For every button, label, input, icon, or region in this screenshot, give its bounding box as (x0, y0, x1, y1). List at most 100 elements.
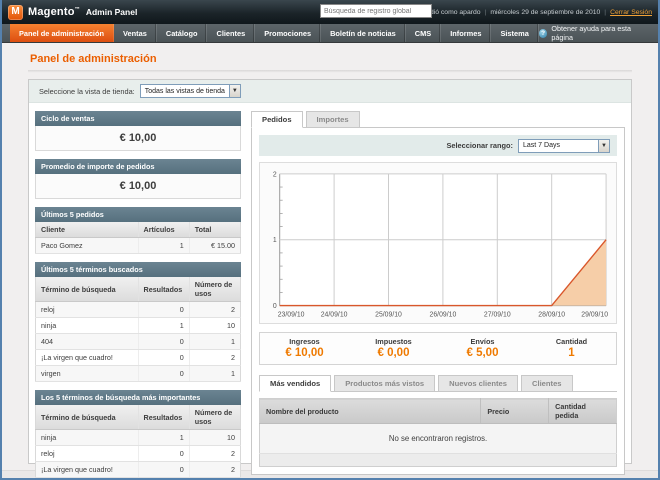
cell: Paco Gomez (36, 238, 139, 254)
trademark-symbol: ™ (75, 6, 80, 12)
help-link-label: Obtener ayuda para esta página (551, 24, 650, 42)
range-label: Seleccionar rango: (446, 141, 513, 150)
svg-text:24/09/10: 24/09/10 (321, 311, 348, 318)
box-last-5-search-terms: Últimos 5 términos buscadosTérmino de bú… (35, 262, 241, 382)
orders-area-chart: 0 1 2 23/09/10 24/09/10 25/09/10 26/09/10 27/09… (262, 166, 612, 323)
totals-bar: Ingresos€ 10,00Impuestos€ 0,00Envíos€ 5,… (259, 332, 617, 365)
total-label-envios: Envíos (438, 337, 527, 346)
svg-text:27/09/10: 27/09/10 (484, 311, 511, 318)
magento-m-icon: M (8, 5, 23, 20)
dashboard-container: Seleccione la vista de tienda: Todas las… (28, 79, 632, 464)
table-row[interactable]: Paco Gomez1€ 15.00 (36, 238, 241, 254)
total-label-impuestos: Impuestos (349, 337, 438, 346)
logout-link[interactable]: Cerrar Sesión (610, 9, 652, 16)
magento-logo[interactable]: M Magento™ Admin Panel (8, 5, 137, 20)
cell: 2 (189, 302, 240, 318)
page-title: Panel de administración (30, 53, 660, 65)
grid-tab-productos-mas-vistos[interactable]: Productos más vistos (334, 375, 435, 392)
column-header-resultados: Resultados (138, 277, 189, 302)
nav-item-informes[interactable]: Informes (441, 24, 491, 42)
nav-item-boletin-de-noticias[interactable]: Boletín de noticias (321, 24, 406, 42)
store-switcher-label: Seleccione la vista de tienda: (39, 87, 135, 96)
column-header-numero-de-usos: Número de usos (189, 277, 240, 302)
cell: 10 (189, 430, 240, 446)
table-row[interactable]: ¡La virgen que cuadro!02 (36, 350, 241, 366)
cell: ninja (36, 318, 139, 334)
column-header-articulos: Artículos (138, 222, 189, 238)
column-header-termino-de-busqueda: Término de búsqueda (36, 277, 139, 302)
grid-tab-clientes[interactable]: Clientes (521, 375, 573, 392)
cell: 2 (189, 446, 240, 462)
total-envios: Envíos€ 5,00 (438, 337, 527, 359)
cell: 1 (189, 334, 240, 350)
nav-item-clientes[interactable]: Clientes (207, 24, 255, 42)
total-value-cantidad: 1 (527, 347, 616, 359)
box-lifetime-sales: Ciclo de ventas€ 10,00 (35, 111, 241, 151)
table-row[interactable]: ninja110 (36, 318, 241, 334)
table-row[interactable]: virgen01 (36, 366, 241, 382)
total-value-impuestos: € 0,00 (349, 347, 438, 359)
page-help-link[interactable]: ? Obtener ayuda para esta página (539, 24, 660, 42)
chevron-down-icon: ▼ (598, 140, 609, 152)
svg-text:1: 1 (273, 237, 277, 244)
grid-tab-nuevos-clientes[interactable]: Nuevos clientes (438, 375, 518, 392)
title-divider (28, 70, 632, 73)
cell: 1 (189, 366, 240, 382)
nav-item-panel-de-administracion[interactable]: Panel de administración (10, 24, 114, 42)
cell: 0 (138, 334, 189, 350)
nav-item-cms[interactable]: CMS (406, 24, 441, 42)
grid-column-cantidad-pedida: Cantidad pedida (549, 399, 617, 424)
lifetime-sales-value: € 10,00 (35, 126, 241, 151)
cell: 0 (138, 302, 189, 318)
last-5-orders-table: ClienteArtículosTotalPaco Gomez1€ 15.00 (35, 222, 241, 254)
dashboard-left-column: Ciclo de ventas€ 10,00Promedio de import… (35, 111, 241, 480)
empty-records-message: No se encontraron registros. (260, 424, 617, 454)
box-title-lifetime-sales: Ciclo de ventas (35, 111, 241, 126)
table-row[interactable]: reloj02 (36, 302, 241, 318)
logo-product-name: Magento™ (28, 6, 80, 18)
store-switcher-bar: Seleccione la vista de tienda: Todas las… (29, 80, 631, 103)
total-ingresos: Ingresos€ 10,00 (260, 337, 349, 359)
svg-text:25/09/10: 25/09/10 (375, 311, 402, 318)
table-row[interactable]: ninja110 (36, 430, 241, 446)
table-row[interactable]: ¡La virgen que cuadro!02 (36, 462, 241, 478)
cell: 404 (36, 334, 139, 350)
tab-importes[interactable]: Importes (306, 111, 360, 128)
cell: ninja (36, 430, 139, 446)
total-label-cantidad: Cantidad (527, 337, 616, 346)
column-header-cliente: Cliente (36, 222, 139, 238)
table-row[interactable]: 40401 (36, 334, 241, 350)
nav-item-sistema[interactable]: Sistema (491, 24, 538, 42)
nav-item-promociones[interactable]: Promociones (255, 24, 321, 42)
box-last-5-orders: Últimos 5 pedidosClienteArtículosTotalPa… (35, 207, 241, 254)
total-impuestos: Impuestos€ 0,00 (349, 337, 438, 359)
box-title-last-5-orders: Últimos 5 pedidos (35, 207, 241, 222)
table-row[interactable]: reloj02 (36, 446, 241, 462)
orders-chart: 0 1 2 23/09/10 24/09/10 25/09/10 26/09/10 27/09… (259, 162, 617, 324)
box-title-top-5-search-terms: Los 5 términos de búsqueda más important… (35, 390, 241, 405)
cell: 2 (189, 350, 240, 366)
grid-column-nombre-del-producto: Nombre del producto (260, 399, 481, 424)
top-5-search-terms-table: Término de búsquedaResultadosNúmero de u… (35, 405, 241, 480)
svg-text:29/09/10: 29/09/10 (581, 311, 608, 318)
store-view-select[interactable]: Todas las vistas de tienda ▼ (140, 84, 241, 98)
grid-tab-mas-vendidos[interactable]: Más vendidos (259, 375, 331, 392)
cell: 0 (138, 350, 189, 366)
column-header-total: Total (189, 222, 240, 238)
svg-text:26/09/10: 26/09/10 (430, 311, 457, 318)
tab-pedidos[interactable]: Pedidos (251, 111, 303, 128)
box-top-5-search-terms: Los 5 términos de búsqueda más important… (35, 390, 241, 480)
logo-admin-panel-label: Admin Panel (86, 7, 137, 17)
cell: reloj (36, 446, 139, 462)
cell: 0 (138, 366, 189, 382)
svg-text:23/09/10: 23/09/10 (278, 311, 305, 318)
svg-text:2: 2 (273, 171, 277, 178)
cell: 1 (138, 238, 189, 254)
total-value-envios: € 5,00 (438, 347, 527, 359)
range-select[interactable]: Last 7 Days ▼ (518, 139, 610, 153)
svg-text:0: 0 (273, 303, 277, 310)
nav-item-ventas[interactable]: Ventas (114, 24, 157, 42)
svg-text:28/09/10: 28/09/10 (538, 311, 565, 318)
global-search-input[interactable] (320, 4, 432, 18)
nav-item-catalogo[interactable]: Catálogo (157, 24, 208, 42)
